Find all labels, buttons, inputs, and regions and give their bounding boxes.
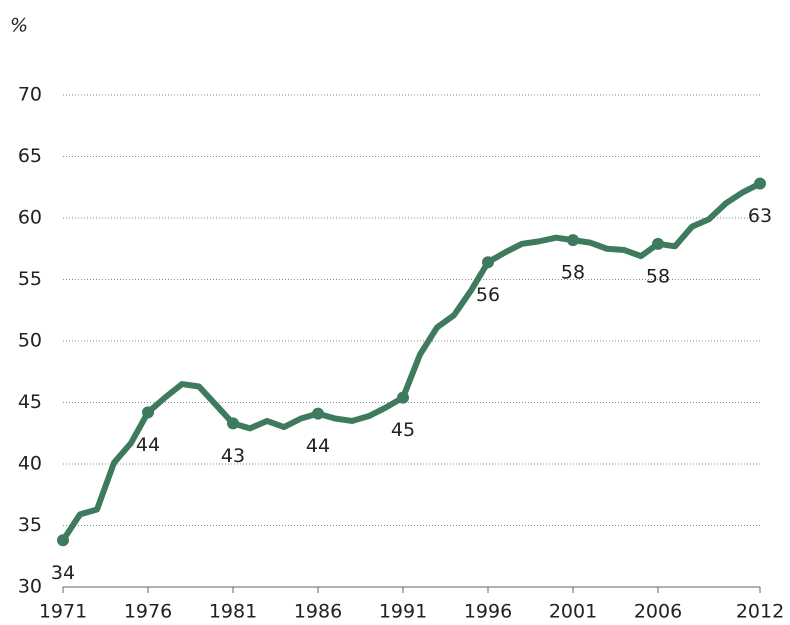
marker (482, 256, 494, 269)
data-label: 34 (51, 562, 75, 584)
x-tick-label: 1986 (294, 601, 342, 623)
marker (754, 177, 766, 190)
x-tick-label: 2006 (634, 601, 682, 623)
data-label: 43 (221, 445, 245, 467)
marker (397, 391, 409, 404)
marker (567, 234, 579, 247)
y-tick-label: 45 (18, 391, 42, 413)
y-tick-label: 55 (18, 268, 42, 290)
data-label: 63 (748, 205, 772, 227)
y-tick-label: 65 (18, 145, 42, 167)
x-tick-label: 1996 (464, 601, 512, 623)
y-tick-label: 35 (18, 514, 42, 536)
data-label: 56 (476, 284, 500, 306)
data-label: 45 (391, 419, 415, 441)
x-tick-label: 1976 (124, 601, 172, 623)
marker (312, 407, 324, 420)
line (60, 180, 762, 542)
y-tick-label: 40 (18, 453, 42, 475)
marker (142, 406, 154, 419)
y-tick-label: 50 (18, 330, 42, 352)
marker (652, 237, 664, 250)
x-tick-label: 1991 (379, 601, 427, 623)
marker (57, 534, 69, 547)
y-tick-label: 70 (18, 84, 42, 106)
y-tick-label: 30 (18, 576, 42, 598)
y-tick-label: 60 (18, 207, 42, 229)
data-label: 58 (646, 265, 670, 287)
data-label: 44 (306, 435, 330, 457)
x-tick-label: 1971 (39, 601, 87, 623)
data-label: 44 (136, 434, 160, 456)
x-tick-label: 2001 (549, 601, 597, 623)
x-tick-label: 2012 (736, 601, 784, 623)
marker (227, 417, 239, 430)
x-tick-label: 1981 (209, 601, 257, 623)
y-unit: % (10, 15, 28, 37)
data-label: 58 (561, 262, 585, 284)
